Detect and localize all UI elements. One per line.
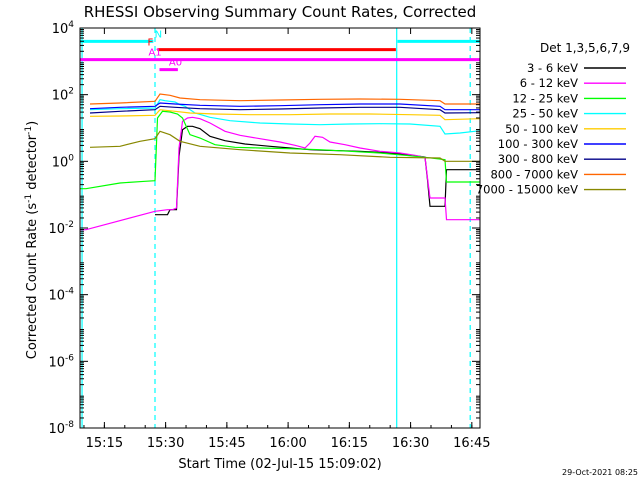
axes: 15:15 15:30 15:45 16:00 16:15 16:30 16:45 104 10…	[48, 20, 490, 451]
chart-timestamp: 29-Oct-2021 08:25	[562, 468, 638, 477]
x-tick-label: 16:00	[269, 436, 306, 451]
y-label-suffix: )	[25, 121, 40, 126]
legend-label: 50 - 100 keV	[505, 122, 578, 136]
annotation-label: F	[147, 38, 153, 49]
annotation-label: N	[155, 29, 162, 40]
series-line-2	[80, 110, 480, 190]
legend-label: 6 - 12 keV	[520, 76, 578, 90]
x-tick-label: 15:15	[86, 436, 123, 451]
series-line-3	[89, 99, 481, 135]
legend-label: 7000 - 15000 keV	[476, 183, 578, 197]
annotation-label: A0	[169, 58, 182, 69]
series-line-8	[89, 130, 480, 162]
y-label-mid: detector	[25, 134, 40, 194]
y-label-sup1: -1	[24, 194, 34, 203]
chart-title: RHESSI Observing Summary Count Rates, Co…	[84, 3, 477, 21]
series-line-6	[89, 105, 481, 114]
y-tick-label: 10-4	[48, 287, 74, 304]
y-tick-label: 10-6	[48, 353, 74, 370]
y-label-prefix: Corrected Count Rate (s	[25, 203, 40, 360]
y-label-sup2: -1	[24, 126, 34, 135]
x-tick-label: 16:45	[453, 436, 490, 451]
legend-label: 800 - 7000 keV	[490, 167, 578, 181]
legend-title: Det 1,3,5,6,7,9	[540, 41, 630, 55]
y-tick-label: 10-8	[48, 420, 74, 437]
series-line-4	[89, 109, 481, 121]
y-tick-label: 10-2	[48, 220, 74, 237]
legend-label: 3 - 6 keV	[527, 61, 578, 75]
y-tick-label: 104	[52, 20, 75, 37]
legend-label: 12 - 25 keV	[512, 91, 578, 105]
legend-label: 25 - 50 keV	[512, 107, 578, 121]
x-tick-label: 16:15	[331, 436, 368, 451]
x-axis-label: Start Time (02-Jul-15 15:09:02)	[178, 457, 381, 472]
series-line-5	[89, 102, 480, 111]
legend-label: 300 - 800 keV	[498, 152, 578, 166]
x-tick-label: 15:45	[208, 436, 245, 451]
series-line-7	[89, 93, 480, 105]
y-tick-label: 100	[52, 153, 75, 170]
plot-frame	[79, 27, 481, 429]
x-tick-label: 16:30	[392, 436, 429, 451]
series-line-1	[80, 116, 480, 231]
y-axis-label: Corrected Count Rate (s-1 detector-1)	[24, 121, 40, 359]
x-tick-label: 15:30	[147, 436, 184, 451]
legend-label: 100 - 300 keV	[498, 137, 578, 151]
annotation-label: A1	[148, 48, 161, 59]
y-tick-label: 102	[52, 87, 74, 104]
